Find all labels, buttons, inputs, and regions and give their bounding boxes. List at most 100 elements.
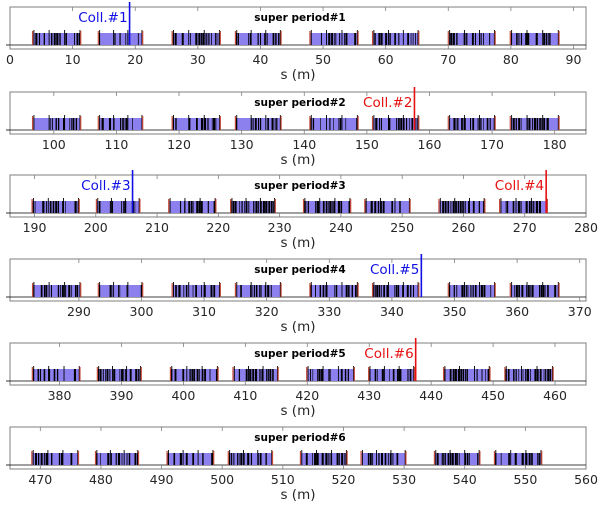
magnet-element	[380, 285, 382, 297]
corrector-mark	[48, 30, 50, 45]
magnet-element	[539, 453, 540, 465]
magnet-element	[455, 201, 457, 213]
magnet-cell	[96, 366, 142, 381]
magnet-element	[191, 369, 193, 381]
magnet-element	[483, 201, 485, 213]
magnet-element	[259, 118, 262, 130]
magnet-element	[245, 369, 248, 381]
collimator-label: Coll.#2	[363, 95, 412, 111]
magnet-element	[527, 33, 530, 45]
x-tick-label: 520	[332, 472, 356, 487]
magnet-element	[102, 369, 104, 381]
magnet-element	[466, 369, 468, 381]
magnet-element	[233, 453, 235, 465]
magnet-element	[539, 369, 542, 381]
magnet-element	[65, 285, 67, 297]
magnet-element	[216, 33, 218, 45]
magnet-cell	[509, 282, 560, 297]
magnet-element	[392, 453, 394, 465]
magnet-element	[51, 453, 53, 465]
magnet-element	[531, 453, 533, 465]
magnet-element	[266, 369, 267, 381]
corrector-mark	[141, 282, 143, 297]
x-tick-label: 50	[315, 52, 331, 67]
magnet-element	[55, 201, 58, 213]
magnet-element	[215, 369, 218, 381]
magnet-element	[72, 118, 75, 130]
magnet-element	[465, 369, 467, 381]
magnet-element	[189, 369, 191, 381]
magnet-cell	[438, 198, 486, 213]
corrector-mark	[463, 115, 465, 130]
axis-frame	[9, 174, 587, 218]
magnet-element	[198, 33, 201, 45]
magnet-element	[264, 33, 266, 45]
magnet-element	[188, 118, 191, 130]
corrector-mark	[214, 198, 216, 213]
magnet-element	[51, 33, 53, 45]
magnet-element	[514, 453, 517, 465]
magnet-element	[447, 453, 450, 465]
corrector-mark	[454, 198, 456, 213]
cell-edge	[541, 451, 543, 465]
corrector-mark	[78, 366, 80, 381]
corrector-mark	[78, 198, 79, 213]
magnet-element	[185, 453, 188, 465]
x-tick-label: 560	[574, 472, 598, 487]
x-tick-label: 460	[543, 388, 567, 403]
magnet-block	[231, 201, 275, 213]
corrector-mark	[341, 115, 343, 130]
magnet-block	[500, 201, 547, 213]
magnet-element	[240, 285, 242, 297]
x-tick-label: 10	[65, 52, 81, 67]
x-tick-label: 270	[513, 220, 537, 235]
magnet-element	[207, 33, 209, 45]
magnet-element	[76, 33, 79, 45]
magnet-element	[507, 369, 510, 381]
magnet-element	[377, 369, 378, 381]
corrector-mark	[279, 30, 281, 45]
cell-edge	[493, 451, 496, 465]
magnet-element	[322, 201, 325, 213]
magnet-element	[132, 118, 133, 130]
corrector-mark	[341, 30, 343, 45]
magnet-element	[200, 33, 202, 45]
magnet-element	[175, 118, 177, 130]
corrector-mark	[449, 282, 451, 297]
corrector-mark	[345, 450, 347, 465]
magnet-element	[215, 118, 217, 130]
cell-edge	[558, 116, 560, 130]
magnet-element	[45, 201, 47, 213]
magnet-element	[389, 33, 391, 45]
magnet-element	[486, 118, 489, 130]
magnet-element	[274, 118, 276, 130]
magnet-element	[336, 453, 339, 465]
magnet-element	[200, 118, 204, 130]
magnet-element	[457, 118, 459, 130]
magnet-element	[450, 453, 452, 465]
corrector-mark	[390, 450, 392, 465]
cell-edge	[368, 367, 370, 381]
axis-frame	[9, 258, 587, 302]
magnet-element	[238, 453, 240, 465]
magnet-element	[192, 285, 194, 297]
magnet-element	[253, 118, 254, 130]
magnet-element	[266, 33, 268, 45]
magnet-element	[489, 118, 491, 130]
corrector-mark	[199, 198, 201, 213]
corrector-mark	[413, 366, 415, 381]
corrector-mark	[203, 282, 205, 297]
magnet-element	[517, 201, 520, 213]
corrector-mark	[310, 282, 312, 297]
corrector-mark	[542, 115, 544, 130]
x-tick-label: 490	[150, 472, 174, 487]
cell-edge	[346, 451, 348, 465]
corrector-mark	[557, 282, 559, 297]
x-tick-label: 20	[127, 52, 143, 67]
magnet-element	[178, 285, 181, 297]
magnet-block	[369, 369, 414, 381]
magnet-element	[395, 285, 398, 297]
magnet-element	[329, 201, 332, 213]
axis-frame	[9, 426, 587, 470]
corrector-mark	[493, 115, 495, 130]
